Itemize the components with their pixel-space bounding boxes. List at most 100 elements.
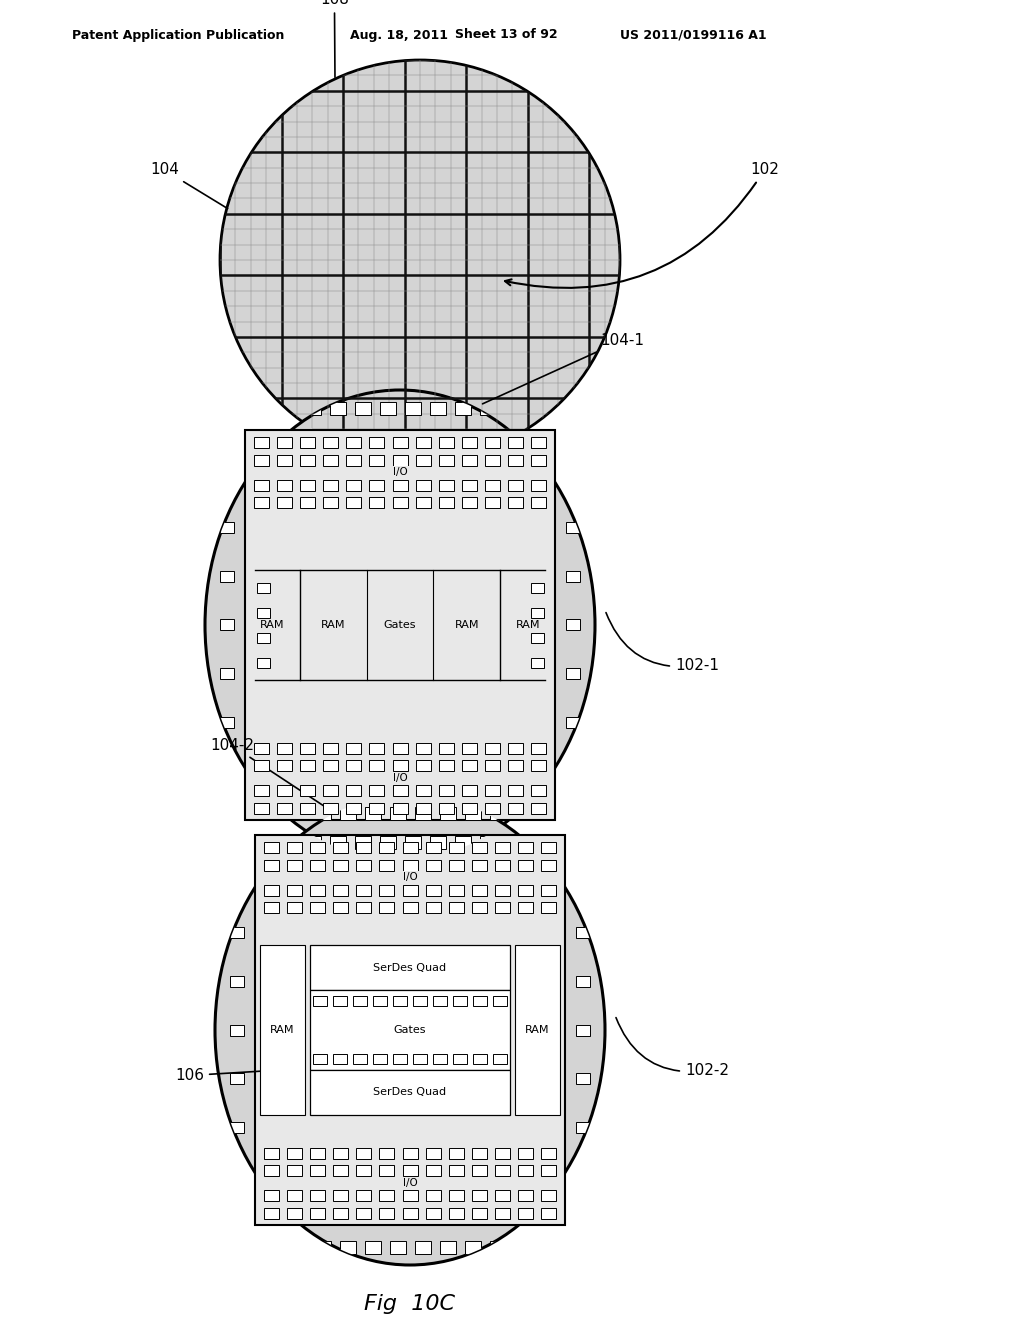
Bar [462, 479, 477, 491]
Bar [324, 437, 338, 447]
Bar [220, 523, 234, 533]
Bar [416, 759, 430, 771]
Bar [300, 454, 315, 466]
Bar [370, 437, 384, 447]
Bar [529, 401, 546, 414]
Bar [508, 454, 523, 466]
Bar [518, 859, 532, 870]
Bar [324, 803, 338, 813]
Bar [508, 759, 523, 771]
Text: RAM: RAM [516, 620, 541, 630]
Text: 102-1: 102-1 [606, 612, 719, 673]
Bar [260, 945, 305, 1115]
Bar [370, 454, 384, 466]
Bar [566, 668, 580, 678]
Bar [254, 803, 269, 813]
Bar [230, 1122, 244, 1133]
Bar [314, 807, 331, 820]
Bar [370, 803, 384, 813]
Bar [575, 1171, 590, 1181]
Bar [530, 607, 544, 618]
Bar [264, 1189, 279, 1200]
Bar [541, 1011, 554, 1022]
Bar [514, 807, 530, 820]
Bar [472, 1208, 486, 1218]
Bar [304, 401, 321, 414]
Bar [531, 496, 546, 507]
Bar [575, 1073, 590, 1084]
Text: Fig  10A: Fig 10A [375, 488, 465, 510]
Bar [346, 496, 361, 507]
Bar [310, 1208, 326, 1218]
Bar [429, 836, 445, 849]
Bar [356, 859, 372, 870]
Bar [455, 836, 470, 849]
Bar [278, 784, 292, 796]
Bar [479, 836, 496, 849]
Text: 108: 108 [319, 0, 349, 78]
Bar [514, 1241, 530, 1254]
Bar [473, 1053, 487, 1064]
Bar [404, 836, 421, 849]
Bar [264, 1147, 279, 1159]
Bar [439, 807, 456, 820]
Bar [310, 990, 510, 1071]
Bar [462, 454, 477, 466]
Bar [438, 759, 454, 771]
Bar [356, 1189, 372, 1200]
Bar [370, 496, 384, 507]
Bar [354, 836, 371, 849]
Bar [287, 884, 302, 895]
Bar [541, 985, 554, 995]
Text: I/O: I/O [402, 873, 418, 882]
Bar [278, 759, 292, 771]
Bar [324, 496, 338, 507]
Bar [479, 401, 496, 414]
Bar [392, 784, 408, 796]
Bar [529, 836, 546, 849]
Text: Fig  10C: Fig 10C [365, 1294, 456, 1313]
Bar [465, 807, 480, 820]
Bar [449, 1208, 464, 1218]
Bar [373, 997, 387, 1006]
Bar [266, 958, 280, 969]
Bar [531, 742, 546, 754]
Bar [530, 657, 544, 668]
Bar [530, 582, 544, 593]
Bar [508, 496, 523, 507]
Bar [256, 657, 269, 668]
Bar [566, 572, 580, 582]
Bar [531, 803, 546, 813]
Bar [220, 766, 234, 776]
Bar [392, 479, 408, 491]
Text: Sheet 13 of 92: Sheet 13 of 92 [455, 29, 558, 41]
Bar [508, 479, 523, 491]
Bar [462, 784, 477, 796]
Bar [304, 836, 321, 849]
Text: SerDes Quad: SerDes Quad [374, 1088, 446, 1097]
Bar [566, 717, 580, 727]
Bar [541, 958, 554, 969]
Bar [416, 437, 430, 447]
Bar [438, 742, 454, 754]
Text: 104-1: 104-1 [482, 333, 644, 404]
Text: 104: 104 [150, 162, 227, 209]
Bar [370, 479, 384, 491]
Bar [380, 1208, 394, 1218]
Bar [380, 401, 395, 414]
Bar [264, 807, 281, 820]
Bar [373, 1053, 387, 1064]
Bar [256, 632, 269, 643]
Bar [495, 902, 510, 912]
Bar [353, 1053, 367, 1064]
Bar [324, 784, 338, 796]
Bar [278, 437, 292, 447]
Bar [473, 997, 487, 1006]
Bar [531, 437, 546, 447]
Bar [518, 884, 532, 895]
Circle shape [220, 59, 620, 459]
Bar [264, 884, 279, 895]
Text: I/O: I/O [402, 1177, 418, 1188]
Bar [455, 401, 470, 414]
Bar [472, 1147, 486, 1159]
